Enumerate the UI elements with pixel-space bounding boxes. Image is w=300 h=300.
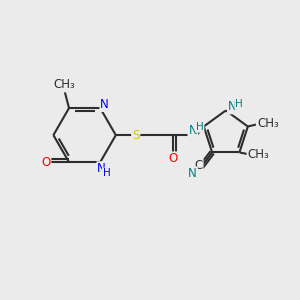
Text: N: N xyxy=(188,124,197,137)
Text: CH₃: CH₃ xyxy=(257,117,279,130)
Text: N: N xyxy=(228,100,237,113)
Text: O: O xyxy=(168,152,178,165)
Text: S: S xyxy=(132,129,140,142)
Text: H: H xyxy=(196,122,203,132)
Text: H: H xyxy=(235,99,243,109)
Text: H: H xyxy=(103,169,111,178)
Text: N: N xyxy=(97,162,106,175)
Text: CH₃: CH₃ xyxy=(248,148,269,161)
Text: N: N xyxy=(188,167,197,180)
Text: N: N xyxy=(100,98,109,111)
Text: O: O xyxy=(41,156,50,169)
Text: C: C xyxy=(194,159,202,172)
Text: CH₃: CH₃ xyxy=(54,78,75,92)
